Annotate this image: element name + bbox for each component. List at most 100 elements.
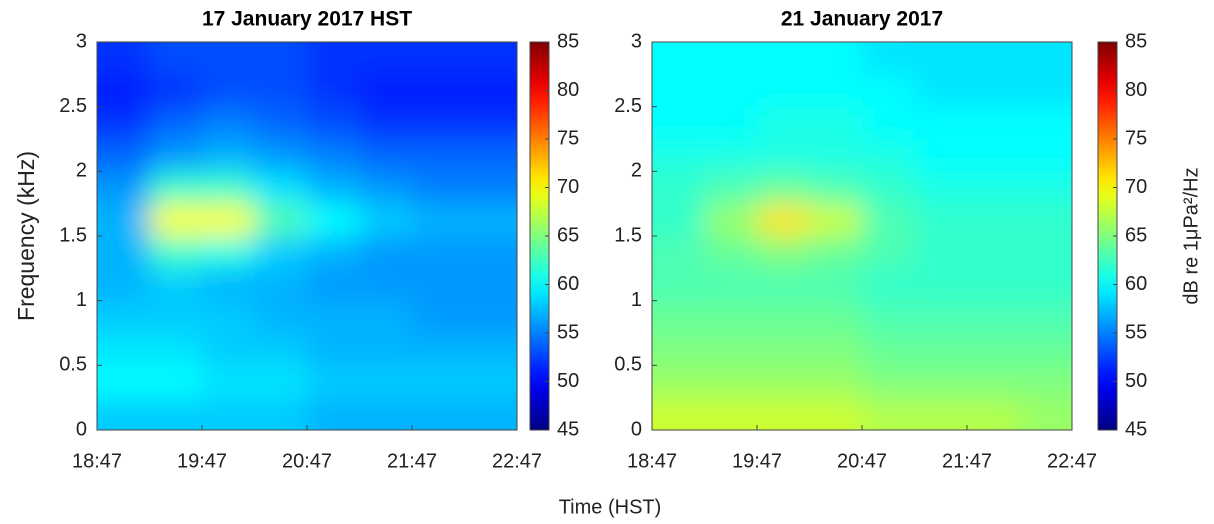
- plot-area: [97, 42, 517, 430]
- heatmap-cell: [97, 397, 150, 430]
- heatmap-cell: [967, 333, 1020, 366]
- heatmap-cell: [809, 74, 863, 108]
- colorbar-tick-label: 55: [1125, 321, 1147, 343]
- heatmap-cell: [97, 139, 150, 172]
- heatmap-cell: [464, 42, 517, 75]
- heatmap-cell: [914, 300, 968, 334]
- heatmap-cell: [862, 74, 915, 108]
- heatmap-cell: [809, 333, 863, 366]
- heatmap-cell: [464, 74, 517, 108]
- heatmap-cell: [307, 106, 360, 140]
- colorbar-tick-label: 55: [557, 321, 579, 343]
- heatmap: [652, 42, 1072, 430]
- y-tick-label: 2.5: [614, 95, 642, 117]
- heatmap-cell: [704, 300, 758, 334]
- y-tick-label: 1: [631, 289, 642, 311]
- heatmap-cell: [652, 236, 705, 269]
- heatmap-cell: [704, 203, 758, 237]
- heatmap-cell: [359, 300, 413, 334]
- x-tick-label: 19:47: [177, 450, 227, 472]
- colorbar-tick-label: 70: [557, 176, 579, 198]
- heatmap-cell: [914, 74, 968, 108]
- heatmap-cell: [862, 106, 915, 140]
- heatmap-cell: [757, 171, 810, 205]
- heatmap-cell: [149, 171, 203, 205]
- heatmap-cell: [862, 42, 915, 75]
- y-tick-label: 2: [631, 160, 642, 182]
- heatmap-cell: [149, 236, 203, 269]
- heatmap-cell: [359, 139, 413, 172]
- heatmap-cell: [307, 42, 360, 75]
- heatmap-cell: [809, 139, 863, 172]
- heatmap-cell: [202, 300, 255, 334]
- heatmap-cell: [307, 203, 360, 237]
- heatmap-cell: [1019, 74, 1072, 108]
- x-tick-label: 18:47: [72, 450, 122, 472]
- heatmap-cell: [97, 268, 150, 302]
- heatmap-cell: [1019, 42, 1072, 75]
- heatmap-cell: [254, 365, 308, 399]
- colorbar-tick-label: 45: [1125, 418, 1147, 440]
- heatmap-cell: [412, 397, 465, 430]
- heatmap-cell: [307, 171, 360, 205]
- heatmap-cell: [652, 203, 705, 237]
- heatmap-cell: [149, 106, 203, 140]
- heatmap-cell: [254, 42, 308, 75]
- heatmap-cell: [307, 268, 360, 302]
- heatmap-cell: [757, 300, 810, 334]
- heatmap-cell: [254, 74, 308, 108]
- heatmap-cell: [704, 139, 758, 172]
- heatmap-cell: [914, 42, 968, 75]
- heatmap-cell: [652, 42, 705, 75]
- heatmap-cell: [359, 203, 413, 237]
- heatmap-cell: [149, 365, 203, 399]
- colorbar-tick-label: 50: [1125, 370, 1147, 392]
- y-axis-label: Frequency (kHz): [13, 151, 39, 321]
- heatmap-cell: [464, 268, 517, 302]
- heatmap-cell: [464, 139, 517, 172]
- colorbar-tick-label: 45: [557, 418, 579, 440]
- y-tick-label: 3: [76, 30, 87, 52]
- heatmap-cell: [704, 365, 758, 399]
- heatmap-cell: [202, 42, 255, 75]
- heatmap-cell: [862, 268, 915, 302]
- heatmap-cell: [149, 74, 203, 108]
- heatmap-cell: [809, 236, 863, 269]
- heatmap-cell: [97, 236, 150, 269]
- heatmap-cell: [652, 74, 705, 108]
- heatmap-cell: [914, 236, 968, 269]
- heatmap-cell: [149, 397, 203, 430]
- heatmap-cell: [464, 365, 517, 399]
- heatmap-cell: [412, 42, 465, 75]
- heatmap-cell: [862, 171, 915, 205]
- heatmap-cell: [412, 365, 465, 399]
- heatmap-cell: [254, 139, 308, 172]
- heatmap-cell: [202, 333, 255, 366]
- colorbar-tick-label: 85: [557, 30, 579, 52]
- heatmap-cell: [359, 365, 413, 399]
- y-tick-label: 1.5: [59, 224, 87, 246]
- heatmap-cell: [757, 139, 810, 172]
- heatmap-cell: [359, 42, 413, 75]
- heatmap-cell: [914, 365, 968, 399]
- heatmap-cell: [97, 333, 150, 366]
- x-tick-label: 20:47: [282, 450, 332, 472]
- heatmap-cell: [809, 268, 863, 302]
- heatmap-cell: [149, 268, 203, 302]
- heatmap-cell: [967, 139, 1020, 172]
- heatmap-cell: [412, 203, 465, 237]
- heatmap-cell: [809, 42, 863, 75]
- heatmap-cell: [757, 397, 810, 430]
- heatmap-cell: [967, 74, 1020, 108]
- heatmap-cell: [914, 397, 968, 430]
- heatmap-cell: [809, 397, 863, 430]
- heatmap-cell: [359, 268, 413, 302]
- heatmap-cell: [757, 203, 810, 237]
- heatmap-cell: [862, 203, 915, 237]
- heatmap-cell: [149, 333, 203, 366]
- heatmap-cell: [652, 300, 705, 334]
- heatmap-cell: [359, 333, 413, 366]
- colorbar-tick-label: 65: [557, 224, 579, 246]
- heatmap-cell: [149, 203, 203, 237]
- colorbar-tick-label: 80: [1125, 79, 1147, 101]
